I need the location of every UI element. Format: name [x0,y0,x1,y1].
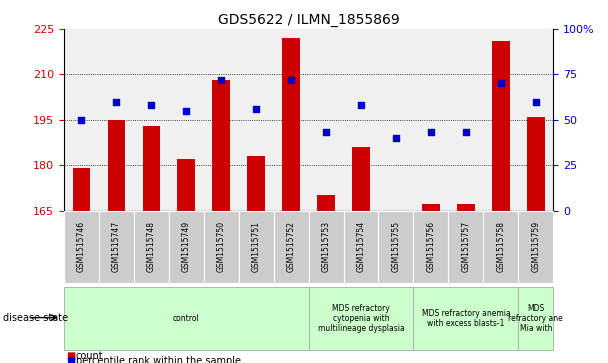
Text: count: count [76,351,103,362]
FancyBboxPatch shape [448,211,483,283]
FancyBboxPatch shape [64,287,308,350]
FancyBboxPatch shape [274,211,308,283]
Bar [142,126,160,211]
Point [216,77,226,83]
Bar [457,204,475,211]
Text: GSM1515749: GSM1515749 [182,221,191,272]
Bar [247,156,265,211]
FancyBboxPatch shape [483,211,518,283]
FancyBboxPatch shape [518,211,553,283]
Point [286,77,296,83]
Text: GSM1515752: GSM1515752 [286,221,295,272]
Text: MDS
refractory ane
Mia with: MDS refractory ane Mia with [508,303,563,334]
Bar [527,117,545,211]
Text: GSM1515756: GSM1515756 [426,221,435,272]
Text: control: control [173,314,199,323]
Text: GSM1515748: GSM1515748 [147,221,156,272]
Bar [282,38,300,211]
Text: GSM1515757: GSM1515757 [461,221,471,272]
Bar [108,120,125,211]
Bar [352,147,370,211]
Point [391,135,401,141]
Bar [72,168,90,211]
Point [426,130,436,135]
FancyBboxPatch shape [238,211,274,283]
Bar [317,195,335,211]
Text: percentile rank within the sample: percentile rank within the sample [76,356,241,363]
Text: ■: ■ [66,351,75,362]
Title: GDS5622 / ILMN_1855869: GDS5622 / ILMN_1855869 [218,13,399,26]
Bar [212,81,230,211]
Text: MDS refractory
cytopenia with
multilineage dysplasia: MDS refractory cytopenia with multilinea… [317,303,404,334]
Text: ■: ■ [66,356,75,363]
Text: GSM1515759: GSM1515759 [531,221,541,272]
Point [147,102,156,108]
Text: GSM1515758: GSM1515758 [496,221,505,272]
FancyBboxPatch shape [134,211,168,283]
Bar [422,204,440,211]
FancyBboxPatch shape [308,211,344,283]
FancyBboxPatch shape [168,211,204,283]
Point [111,99,121,105]
FancyBboxPatch shape [413,287,518,350]
Text: GSM1515750: GSM1515750 [216,221,226,272]
Bar [492,41,510,211]
Text: GSM1515753: GSM1515753 [322,221,331,272]
Text: GSM1515747: GSM1515747 [112,221,121,272]
Text: GSM1515754: GSM1515754 [356,221,365,272]
Bar [178,159,195,211]
Text: GSM1515746: GSM1515746 [77,221,86,272]
FancyBboxPatch shape [518,287,553,350]
Point [531,99,541,105]
FancyBboxPatch shape [204,211,238,283]
Point [496,81,506,86]
Point [251,106,261,112]
Point [77,117,86,123]
FancyBboxPatch shape [64,211,98,283]
FancyBboxPatch shape [344,211,378,283]
Point [356,102,366,108]
Text: disease state: disease state [3,313,68,323]
FancyBboxPatch shape [413,211,448,283]
Text: MDS refractory anemia
with excess blasts-1: MDS refractory anemia with excess blasts… [421,309,510,328]
Point [461,130,471,135]
Text: GSM1515755: GSM1515755 [392,221,401,272]
FancyBboxPatch shape [378,211,413,283]
FancyBboxPatch shape [98,211,134,283]
FancyBboxPatch shape [308,287,413,350]
Point [321,130,331,135]
Text: GSM1515751: GSM1515751 [252,221,261,272]
Point [181,108,191,114]
